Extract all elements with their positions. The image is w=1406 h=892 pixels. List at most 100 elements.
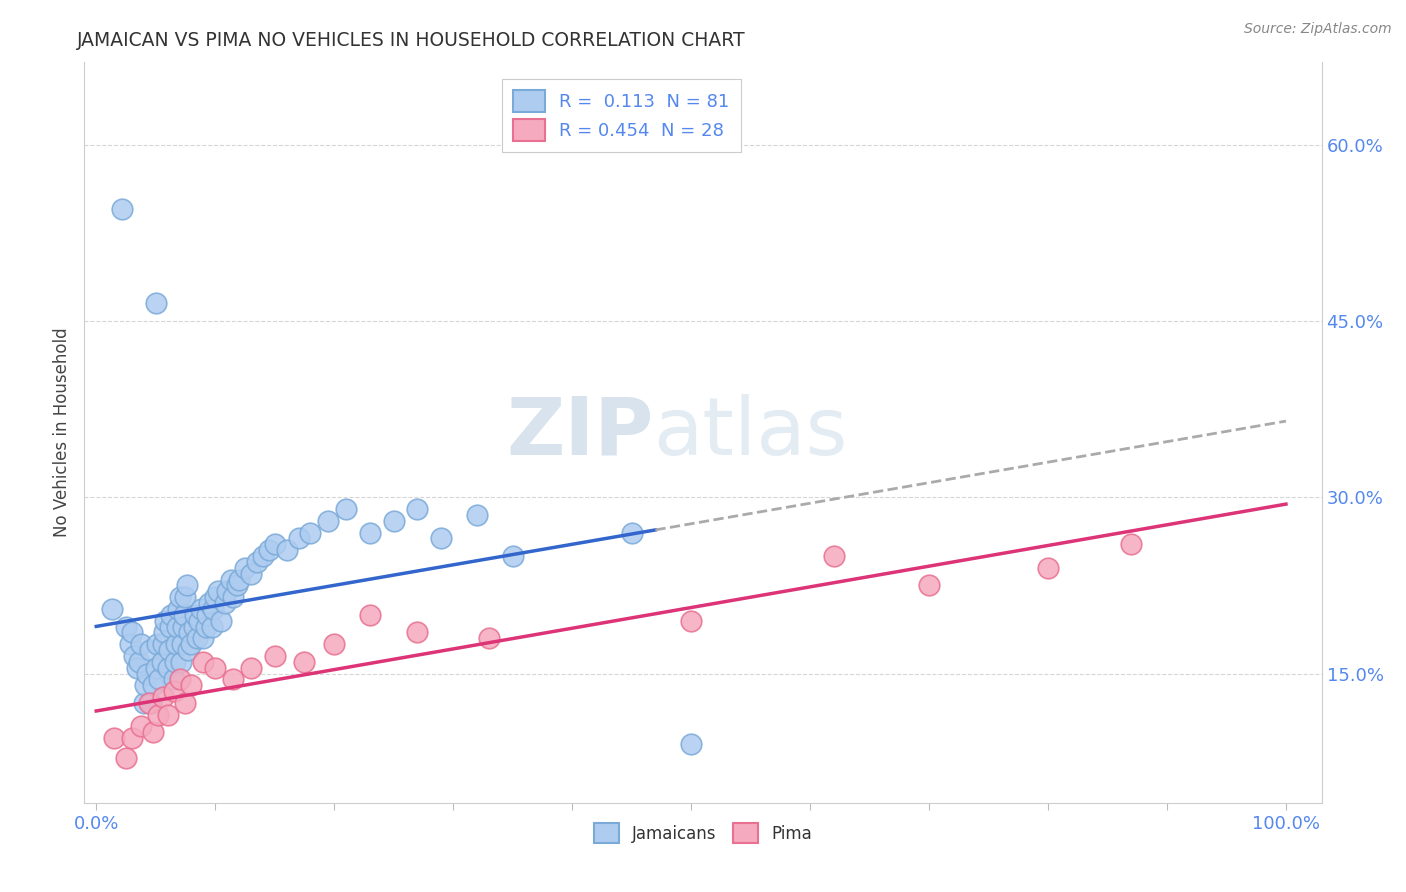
Legend: Jamaicans, Pima: Jamaicans, Pima [588,816,818,850]
Point [316,514,339,528]
Point [190,602,212,616]
Point [148,673,170,687]
Text: Source: ZipAtlas.com: Source: ZipAtlas.com [1244,22,1392,37]
Point [176,578,198,592]
Text: atlas: atlas [654,393,848,472]
Point [294,655,316,669]
Point [170,655,193,669]
Point [204,590,226,604]
Point [252,549,274,563]
Point [186,632,208,646]
Point [239,566,262,581]
Point [183,619,205,633]
Point [142,725,165,739]
Point [201,619,224,633]
Point [180,678,202,692]
Point [146,637,169,651]
Point [156,707,179,722]
Point [228,573,250,587]
Point [239,660,262,674]
Point [257,543,280,558]
Point [263,537,285,551]
Point [222,673,245,687]
Point [187,614,209,628]
Point [335,502,357,516]
Point [134,678,156,692]
Point [145,660,167,674]
Point [502,549,524,563]
Point [150,655,173,669]
Point [173,607,195,622]
Point [359,607,381,622]
Point [169,590,191,604]
Point [124,648,146,663]
Point [1121,537,1143,551]
Point [478,632,501,646]
Point [1036,561,1059,575]
Point [184,607,207,622]
Point [103,731,125,746]
Point [359,525,381,540]
Point [138,696,160,710]
Point [681,737,703,751]
Point [139,643,162,657]
Point [246,555,269,569]
Point [323,637,346,651]
Point [121,625,143,640]
Point [193,655,215,669]
Point [194,619,217,633]
Point [153,625,176,640]
Point [157,643,180,657]
Point [620,525,643,540]
Point [162,684,184,698]
Point [430,532,453,546]
Point [162,673,184,687]
Point [233,561,256,575]
Point [299,525,322,540]
Point [219,573,242,587]
Point [142,678,165,692]
Point [125,660,148,674]
Point [207,584,229,599]
Point [146,707,169,722]
Point [159,619,181,633]
Point [177,625,200,640]
Point [681,614,703,628]
Point [111,202,134,217]
Point [287,532,309,546]
Point [136,666,159,681]
Point [217,584,239,599]
Point [823,549,845,563]
Point [204,660,226,674]
Point [156,660,179,674]
Point [222,590,245,604]
Y-axis label: No Vehicles in Household: No Vehicles in Household [53,327,72,538]
Point [139,696,162,710]
Point [174,696,197,710]
Point [918,578,941,592]
Point [152,690,174,704]
Point [167,602,190,616]
Point [174,590,197,604]
Point [160,607,183,622]
Point [163,655,186,669]
Point [166,619,188,633]
Point [131,719,153,733]
Point [165,637,187,651]
Point [195,607,218,622]
Point [263,648,285,663]
Point [382,514,405,528]
Point [193,632,215,646]
Point [214,596,236,610]
Text: ZIP: ZIP [506,393,654,472]
Point [201,602,224,616]
Point [276,543,298,558]
Point [198,596,221,610]
Point [132,696,155,710]
Point [406,625,429,640]
Point [100,602,122,616]
Point [115,751,138,765]
Point [177,643,200,657]
Point [155,614,177,628]
Point [145,296,167,310]
